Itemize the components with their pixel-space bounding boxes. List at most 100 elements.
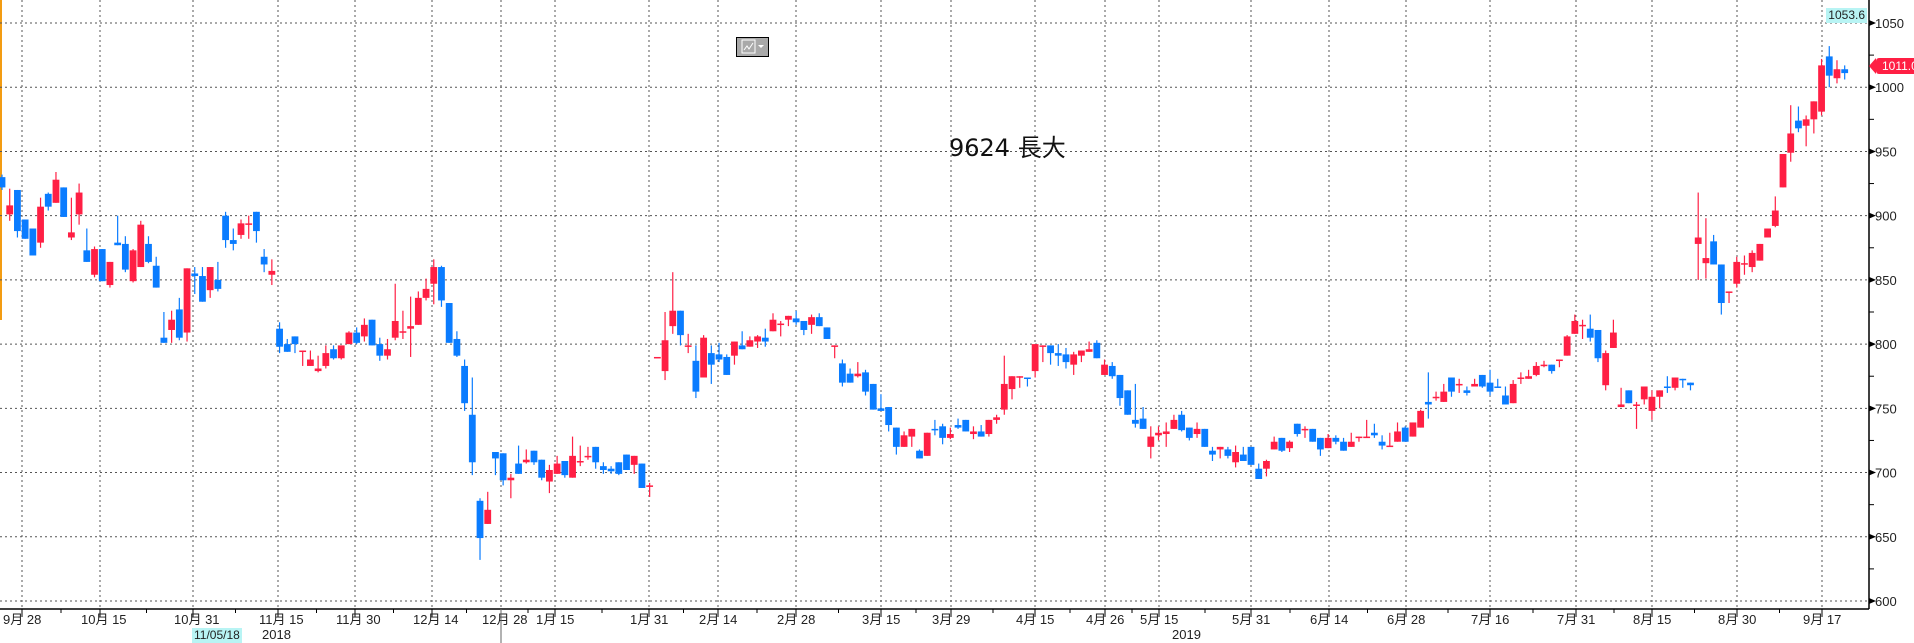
candle bbox=[1640, 386, 1648, 405]
candle bbox=[1278, 437, 1286, 453]
candle-body bbox=[1702, 258, 1710, 264]
candle bbox=[1679, 378, 1687, 388]
candle bbox=[245, 215, 253, 239]
candle-body bbox=[67, 232, 75, 238]
candle-body bbox=[1810, 101, 1818, 120]
year-label: 2019 bbox=[1172, 627, 1201, 642]
candle-body bbox=[916, 450, 923, 459]
candle-body bbox=[1270, 441, 1278, 450]
candle-body bbox=[1324, 437, 1332, 449]
candle-body bbox=[1509, 383, 1517, 404]
candle bbox=[653, 356, 661, 359]
candle-body bbox=[229, 240, 237, 244]
candle bbox=[576, 445, 584, 467]
candle-body bbox=[1078, 350, 1085, 356]
x-tick-label: 8月 30 bbox=[1718, 612, 1756, 627]
candle-body bbox=[75, 192, 83, 215]
candle bbox=[1378, 435, 1386, 450]
candle-body bbox=[1432, 396, 1440, 399]
candle-body bbox=[1571, 320, 1579, 334]
candle bbox=[268, 259, 276, 286]
candle-body bbox=[453, 338, 461, 356]
candle bbox=[1332, 435, 1340, 445]
candle-body bbox=[422, 288, 430, 298]
x-tick-label: 4月 15 bbox=[1016, 612, 1054, 627]
candle-body bbox=[1147, 436, 1155, 447]
candle bbox=[1340, 437, 1347, 451]
candle-body bbox=[1764, 228, 1771, 238]
candle-body bbox=[360, 324, 368, 337]
candle bbox=[931, 419, 939, 436]
candle-body bbox=[1687, 382, 1694, 386]
candle-body bbox=[461, 365, 468, 404]
candle-body bbox=[145, 243, 152, 262]
candle bbox=[970, 426, 977, 440]
candle-body bbox=[754, 336, 761, 342]
candle bbox=[1586, 314, 1594, 342]
candle bbox=[1394, 422, 1401, 442]
candle bbox=[1671, 377, 1679, 391]
candle-body bbox=[522, 459, 530, 463]
candle-body bbox=[1247, 446, 1255, 465]
candle-body bbox=[1563, 336, 1571, 356]
candle bbox=[1532, 362, 1540, 377]
candle bbox=[1733, 256, 1741, 288]
y-tick-label: 900 bbox=[1875, 209, 1897, 224]
candle-body bbox=[445, 303, 453, 343]
candle bbox=[599, 462, 607, 474]
candle bbox=[260, 249, 268, 273]
candle-body bbox=[1309, 428, 1317, 442]
candle bbox=[314, 355, 322, 373]
candle-body bbox=[1556, 359, 1563, 362]
candle bbox=[1818, 58, 1825, 116]
x-tick-label: 1月 15 bbox=[536, 612, 574, 627]
candle bbox=[1317, 437, 1324, 456]
candle-body bbox=[1679, 378, 1687, 381]
candle-body bbox=[129, 250, 137, 282]
candle bbox=[1162, 422, 1170, 447]
candle bbox=[14, 189, 21, 238]
candle bbox=[1448, 377, 1455, 397]
candle bbox=[677, 310, 684, 346]
candle-body bbox=[399, 331, 407, 333]
candle bbox=[723, 354, 731, 375]
candle-body bbox=[623, 454, 630, 470]
candle bbox=[507, 473, 515, 499]
candle bbox=[384, 338, 391, 360]
candle bbox=[476, 498, 484, 560]
candle-body bbox=[121, 243, 129, 270]
candle bbox=[391, 283, 399, 341]
candle-body bbox=[391, 320, 399, 338]
candle-body bbox=[1093, 342, 1101, 359]
candle bbox=[1841, 65, 1849, 80]
candle bbox=[1771, 196, 1779, 228]
y-tick-label: 850 bbox=[1875, 273, 1897, 288]
candle bbox=[1216, 446, 1224, 459]
candle-body bbox=[1216, 446, 1224, 450]
candle bbox=[1579, 319, 1586, 339]
x-tick-label: 4月 26 bbox=[1086, 612, 1124, 627]
candle bbox=[1201, 428, 1209, 447]
candle bbox=[561, 460, 569, 478]
chart-type-button[interactable] bbox=[736, 37, 769, 57]
candle bbox=[607, 466, 615, 474]
candle bbox=[1617, 387, 1625, 408]
y-tick bbox=[1869, 341, 1876, 348]
candle bbox=[993, 414, 1000, 424]
candle bbox=[37, 197, 44, 248]
candle bbox=[191, 267, 199, 295]
candle-body bbox=[569, 455, 576, 478]
caret-down-icon bbox=[758, 45, 764, 48]
candle-body bbox=[592, 446, 600, 463]
candle-body bbox=[314, 368, 322, 372]
candle-body bbox=[777, 323, 785, 326]
candle bbox=[1633, 401, 1640, 429]
candle bbox=[438, 265, 445, 307]
candle-body bbox=[800, 320, 808, 330]
candle-body bbox=[939, 426, 947, 438]
candle-body bbox=[1756, 243, 1764, 261]
candle bbox=[1656, 390, 1664, 409]
x-tick-label: 12月 28 bbox=[482, 612, 528, 627]
candle bbox=[1209, 446, 1216, 461]
x-tick-label: 3月 15 bbox=[862, 612, 900, 627]
